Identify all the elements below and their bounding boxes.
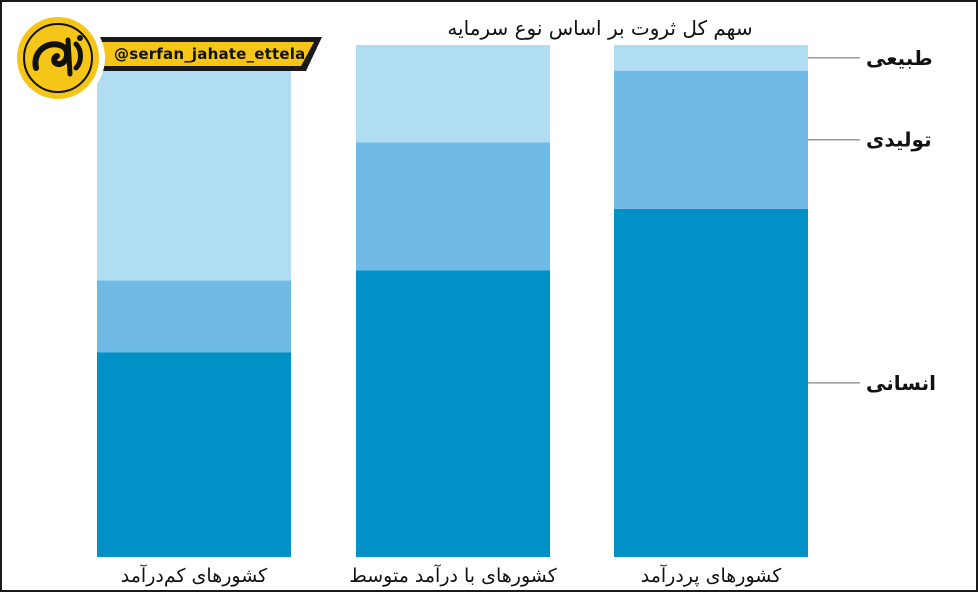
bar-segment-2-1 [356,270,550,557]
bar-segment-1-2 [97,280,291,353]
chart-title: سهم کل ثروت بر اساس نوع سرمایه [447,16,752,40]
brand-logo [11,11,105,105]
bar-segment-1-3 [97,45,291,281]
category-label-1: کشورهای کم‌درآمد [121,563,268,587]
bars [97,45,808,557]
brand-banner [72,37,322,71]
bar-segment-3-1 [614,208,808,557]
legend: انسانی تولیدی طبیعی [808,46,936,395]
bar-segment-1-1 [97,352,291,557]
category-label-2: کشورهای با درآمد متوسط [349,563,558,587]
category-labels: کشورهای کم‌درآمد کشورهای با درآمد متوسط کش… [121,563,782,587]
bar-segment-3-2 [614,70,808,209]
bar-segment-2-3 [356,45,550,143]
bar-segment-3-3 [614,45,808,71]
brand-handle: @serfan_jahate_ettela [114,45,306,63]
bar-segment-2-2 [356,142,550,271]
legend-label-3: طبیعی [866,46,933,70]
legend-label-2: تولیدی [866,128,932,152]
category-label-3: کشورهای پردرآمد [641,563,782,587]
legend-label-1: انسانی [866,371,936,395]
